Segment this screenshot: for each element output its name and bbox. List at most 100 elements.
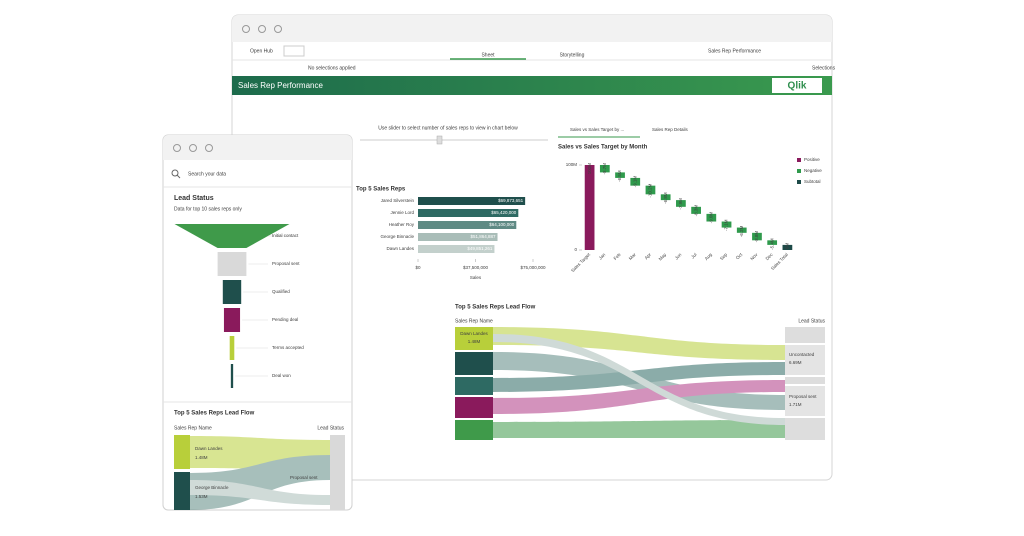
bar bbox=[676, 200, 686, 207]
stage-label: Terms accepted bbox=[272, 345, 304, 350]
x-tick-label: Feb bbox=[613, 252, 622, 261]
storytelling-tab[interactable]: Storytelling bbox=[560, 52, 585, 58]
funnel-chart: Lead Status Data for top 10 sales reps on… bbox=[174, 195, 304, 388]
bar bbox=[599, 165, 610, 173]
sheet-header bbox=[232, 76, 832, 95]
y-tick-label: Heather Roy bbox=[389, 222, 415, 227]
flow-title: Top 5 Sales Reps Lead Flow bbox=[455, 305, 536, 311]
value-label: -10.2M bbox=[648, 183, 653, 197]
open-hub-button[interactable]: Open Hub bbox=[250, 48, 273, 54]
value-label: -6.5M bbox=[617, 170, 622, 182]
flow-node-value: 1.48M bbox=[195, 455, 208, 460]
tab[interactable]: Sales vs Sales Target by ... bbox=[570, 127, 624, 132]
flow-node-label: Dawn Landes bbox=[460, 331, 488, 336]
stage-label: Pending deal bbox=[272, 317, 298, 322]
legend-swatch bbox=[797, 158, 801, 162]
legend-swatch bbox=[797, 169, 801, 173]
value-label: $64,100,000 bbox=[489, 222, 515, 227]
y-tick-label: Jennie Lord bbox=[390, 210, 414, 215]
funnel-stage bbox=[174, 224, 290, 248]
sheet-tab[interactable]: Sheet bbox=[481, 52, 495, 58]
value-label: -8.7M bbox=[602, 163, 607, 175]
value-label: -6.2M bbox=[739, 225, 744, 237]
value-label: 6M bbox=[785, 243, 790, 250]
value-label: $51,864,887 bbox=[470, 234, 496, 239]
window-button[interactable] bbox=[258, 25, 266, 33]
bar bbox=[782, 244, 793, 250]
bar bbox=[418, 245, 495, 253]
logo: Qlik bbox=[788, 81, 807, 92]
x-tick-label: $37,500,000 bbox=[463, 265, 489, 270]
bar bbox=[418, 221, 517, 229]
window-button[interactable] bbox=[173, 144, 181, 152]
x-tick-label: Jan bbox=[598, 252, 607, 261]
tab[interactable]: Sales Rep Details bbox=[652, 127, 689, 132]
bar bbox=[418, 197, 526, 205]
mobile-content: Search your data Top 5 Sales Reps Lead F… bbox=[163, 135, 352, 510]
search-icon[interactable] bbox=[176, 174, 181, 179]
y-tick-label: Jared Silverstein bbox=[381, 198, 415, 203]
selections-button[interactable]: Selections bbox=[812, 65, 836, 71]
flow-node bbox=[330, 435, 345, 510]
slider-handle[interactable] bbox=[436, 135, 443, 145]
bar bbox=[706, 213, 717, 222]
bar bbox=[660, 194, 671, 201]
stage-label: Initial contact bbox=[272, 233, 299, 238]
flow-node-label: George Binnacle bbox=[195, 485, 229, 490]
legend-label: Subtotal bbox=[804, 179, 821, 184]
bar bbox=[767, 240, 778, 245]
window-button[interactable] bbox=[274, 25, 282, 33]
flow-header: Lead Status bbox=[798, 318, 825, 324]
stage-label: Proposal sent bbox=[272, 261, 300, 266]
x-tick-label: $75,000,000 bbox=[520, 265, 546, 270]
flow-node bbox=[785, 345, 825, 375]
window-button[interactable] bbox=[242, 25, 250, 33]
flow-node bbox=[455, 327, 493, 350]
funnel-stage bbox=[217, 252, 247, 276]
search-icon[interactable] bbox=[171, 169, 179, 177]
funnel-stage bbox=[230, 364, 234, 388]
value-label: -8.8M bbox=[754, 231, 759, 243]
bar bbox=[584, 165, 595, 250]
search-box[interactable]: Search your data bbox=[188, 171, 226, 177]
sheet-title: Sales Rep Performance bbox=[238, 81, 323, 90]
slider-hint: Use slider to select number of sales rep… bbox=[378, 125, 518, 131]
value-label: $69,873,651 bbox=[498, 198, 524, 203]
flow-ribbons bbox=[190, 436, 330, 510]
y-tick-label: 0 bbox=[574, 247, 577, 252]
menu-button[interactable] bbox=[283, 45, 305, 57]
value-label: $49,851,261 bbox=[467, 246, 493, 251]
x-tick-label: Aug bbox=[704, 252, 714, 262]
flow-ribbons bbox=[493, 327, 785, 438]
flow-node-value: 6.69M bbox=[789, 360, 802, 365]
value-label: $65,420,000 bbox=[491, 210, 517, 215]
flow-header: Sales Rep Name bbox=[455, 318, 493, 324]
flow-node bbox=[785, 327, 825, 343]
value-label: -9.1M bbox=[632, 176, 637, 188]
sheet-menu[interactable]: Sales Rep Performance bbox=[708, 48, 761, 54]
bar bbox=[615, 172, 625, 178]
window-button[interactable] bbox=[189, 144, 197, 152]
bar bbox=[736, 227, 747, 233]
logo-box bbox=[772, 78, 822, 93]
stage-label: Deal won bbox=[272, 373, 291, 378]
value-label: -6.8M bbox=[663, 192, 668, 204]
flow-node-label: Uncontacted bbox=[789, 352, 815, 357]
window-button[interactable] bbox=[205, 144, 213, 152]
x-tick-label: Jul bbox=[690, 252, 698, 260]
flow-node bbox=[455, 420, 493, 440]
flow-node-label: Proposal sent bbox=[789, 394, 817, 399]
flow-header: Lead Status bbox=[317, 425, 344, 431]
chart-title: Top 5 Sales Reps bbox=[356, 187, 406, 193]
y-tick-label: Dawn Landes bbox=[386, 246, 414, 251]
y-tick-label: 100M bbox=[566, 162, 578, 167]
flow-node-value: 1.48M bbox=[468, 339, 481, 344]
flow-node bbox=[174, 472, 190, 510]
title-bar bbox=[232, 15, 832, 42]
x-tick-label: $0 bbox=[415, 265, 421, 270]
title-bar bbox=[163, 135, 352, 160]
flow-node bbox=[174, 435, 190, 469]
flow-node bbox=[455, 397, 493, 418]
bar bbox=[645, 185, 656, 195]
